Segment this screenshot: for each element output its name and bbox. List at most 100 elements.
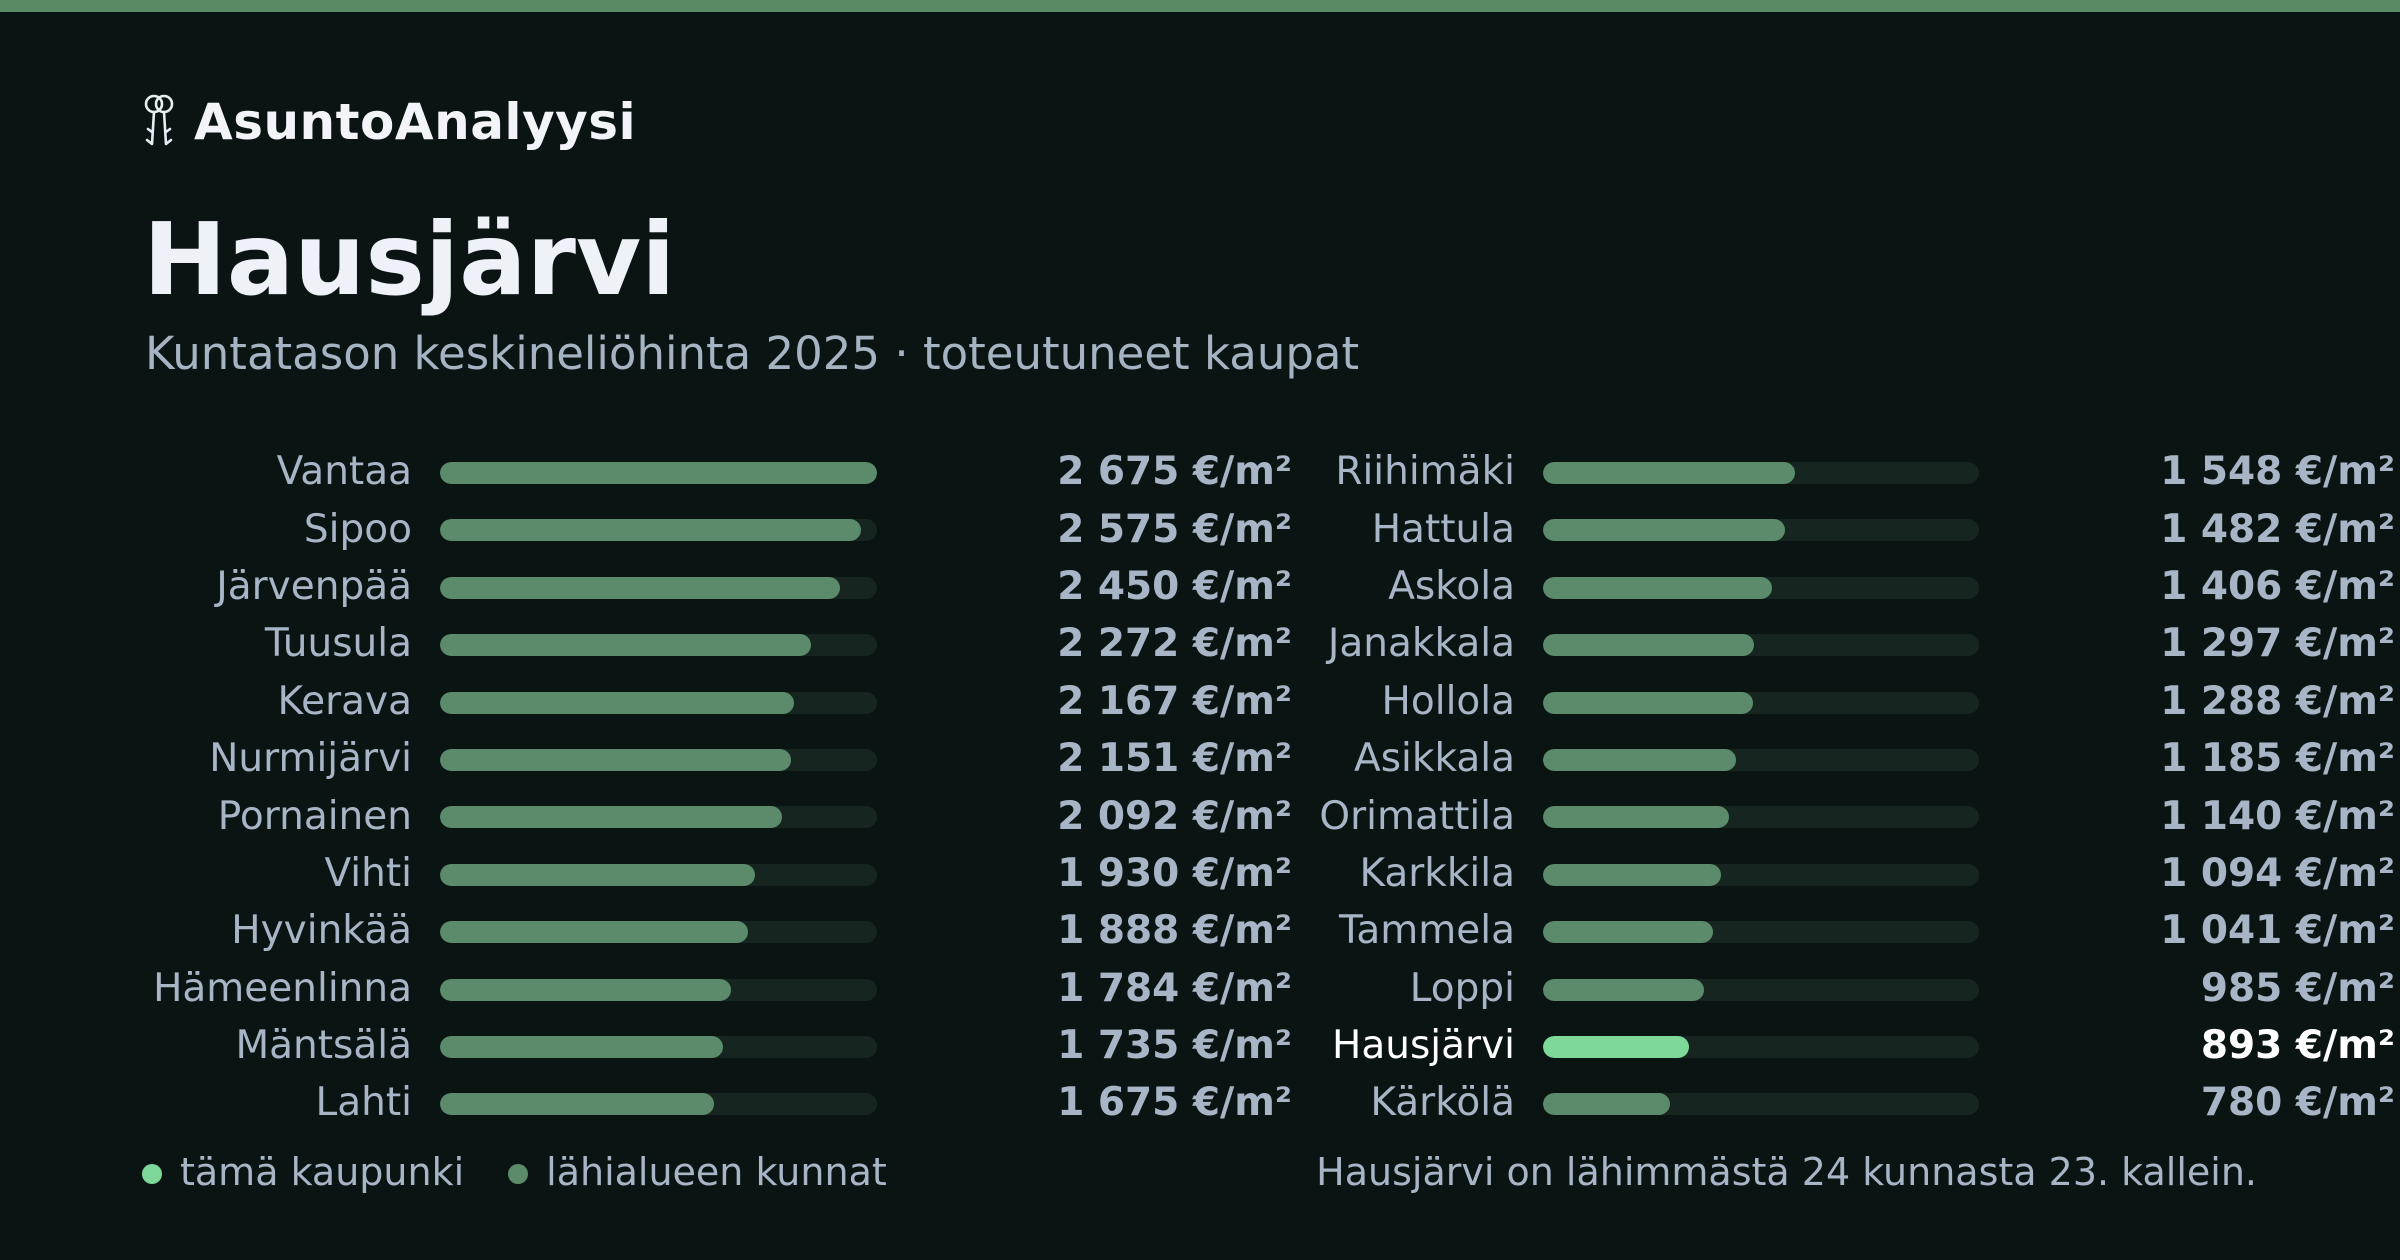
value-label: 985 €/m² (2200, 965, 2395, 1011)
bar-track (440, 748, 877, 771)
bar-track (440, 863, 877, 886)
bar-track (1543, 462, 1979, 484)
value-label: 1 675 €/m² (1057, 1080, 1292, 1126)
category-label: Hämeenlinna (153, 965, 412, 1011)
legend-item-nearby: lähialueen kunnat (508, 1150, 887, 1194)
category-label: Pornainen (217, 793, 412, 839)
category-label: Mäntsälä (235, 1023, 412, 1069)
bar (1543, 748, 1737, 771)
chart-legend: tämä kaupunki lähialueen kunnat (142, 1150, 931, 1194)
category-label: Hyvinkää (231, 908, 412, 954)
legend-dot-nearby (508, 1164, 529, 1184)
bar-track (440, 806, 877, 829)
legend-item-this-city: tämä kaupunki (142, 1150, 464, 1194)
category-label: Sipoo (303, 506, 412, 552)
value-label: 1 185 €/m² (2160, 736, 2395, 782)
category-label: Hattula (1371, 506, 1515, 552)
top-accent-bar (0, 0, 2400, 12)
bar (1543, 576, 1773, 599)
bar (440, 1035, 724, 1058)
legend-dot-this-city (142, 1164, 162, 1184)
bar-track (1543, 978, 1979, 1001)
value-label: 780 €/m² (2200, 1080, 2395, 1126)
bar (440, 921, 749, 944)
bar (440, 806, 782, 829)
value-label: 1 140 €/m² (2160, 793, 2395, 839)
value-label: 1 482 €/m² (2160, 506, 2395, 552)
page-subtitle: Kuntatason keskineliöhinta 2025 · toteut… (145, 327, 1360, 380)
bar (1543, 978, 1704, 1001)
bar (440, 1093, 714, 1116)
bar (440, 863, 756, 886)
legend-label-nearby: lähialueen kunnat (546, 1150, 887, 1194)
bar-track (1543, 863, 1979, 886)
category-label: Nurmijärvi (209, 736, 412, 782)
category-label: Hollola (1381, 678, 1515, 724)
bar-track (440, 576, 877, 599)
bar-track (440, 921, 877, 944)
value-label: 2 272 €/m² (1057, 621, 1292, 667)
bar-track (1543, 576, 1979, 599)
bar (1543, 1035, 1689, 1058)
bar-track (1543, 806, 1979, 829)
value-label: 1 888 €/m² (1057, 908, 1292, 954)
bar-track (1543, 921, 1979, 944)
legend-label-this-city: tämä kaupunki (180, 1150, 465, 1194)
bar (1543, 691, 1753, 714)
bar-track (1543, 1035, 1979, 1058)
bar (1543, 634, 1755, 657)
bar (440, 519, 861, 542)
value-label: 1 406 €/m² (2160, 563, 2395, 609)
category-label: Kerava (277, 678, 412, 724)
value-label: 2 675 €/m² (1057, 449, 1292, 495)
category-label: Tuusula (264, 621, 412, 667)
bar (440, 462, 877, 484)
value-label: 1 784 €/m² (1057, 965, 1292, 1011)
category-label: Hausjärvi (1332, 1023, 1515, 1069)
bar-track (1543, 519, 1979, 542)
category-label: Kärkölä (1370, 1080, 1515, 1126)
bar (1543, 863, 1722, 886)
category-label: Asikkala (1354, 736, 1515, 782)
bar (1543, 519, 1785, 542)
bar (440, 978, 732, 1001)
bar (440, 634, 812, 657)
bar (1543, 921, 1713, 944)
value-label: 2 450 €/m² (1057, 563, 1292, 609)
bar-track (440, 519, 877, 542)
category-label: Vantaa (276, 449, 412, 495)
bar (1543, 1093, 1671, 1116)
category-label: Loppi (1409, 965, 1515, 1011)
value-label: 1 094 €/m² (2160, 850, 2395, 896)
bar-track (1543, 748, 1979, 771)
bar (440, 691, 794, 714)
bar-track (440, 634, 877, 657)
value-label: 893 €/m² (2200, 1023, 2395, 1069)
brand: AsuntoAnalyysi (140, 90, 636, 154)
bar-track (1543, 1093, 1979, 1116)
value-label: 1 930 €/m² (1057, 850, 1292, 896)
value-label: 1 735 €/m² (1057, 1023, 1292, 1069)
bar-track (1543, 691, 1979, 714)
bar (440, 576, 841, 599)
bar-track (1543, 634, 1979, 657)
category-label: Järvenpää (216, 563, 412, 609)
keys-icon (144, 94, 174, 146)
category-label: Orimattila (1319, 793, 1515, 839)
bar-track (440, 1093, 877, 1116)
bar-track (440, 1035, 877, 1058)
bar (1543, 806, 1729, 829)
bar-track (440, 691, 877, 714)
category-label: Tammela (1339, 908, 1515, 954)
value-label: 2 092 €/m² (1057, 793, 1292, 839)
value-label: 2 167 €/m² (1057, 678, 1292, 724)
value-label: 1 041 €/m² (2160, 908, 2395, 954)
bar (440, 748, 792, 771)
bar-track (440, 462, 877, 484)
category-label: Askola (1388, 563, 1515, 609)
value-label: 1 548 €/m² (2160, 449, 2395, 495)
bar-track (440, 978, 877, 1001)
category-label: Lahti (315, 1080, 412, 1126)
category-label: Riihimäki (1335, 449, 1515, 495)
value-label: 1 297 €/m² (2160, 621, 2395, 667)
